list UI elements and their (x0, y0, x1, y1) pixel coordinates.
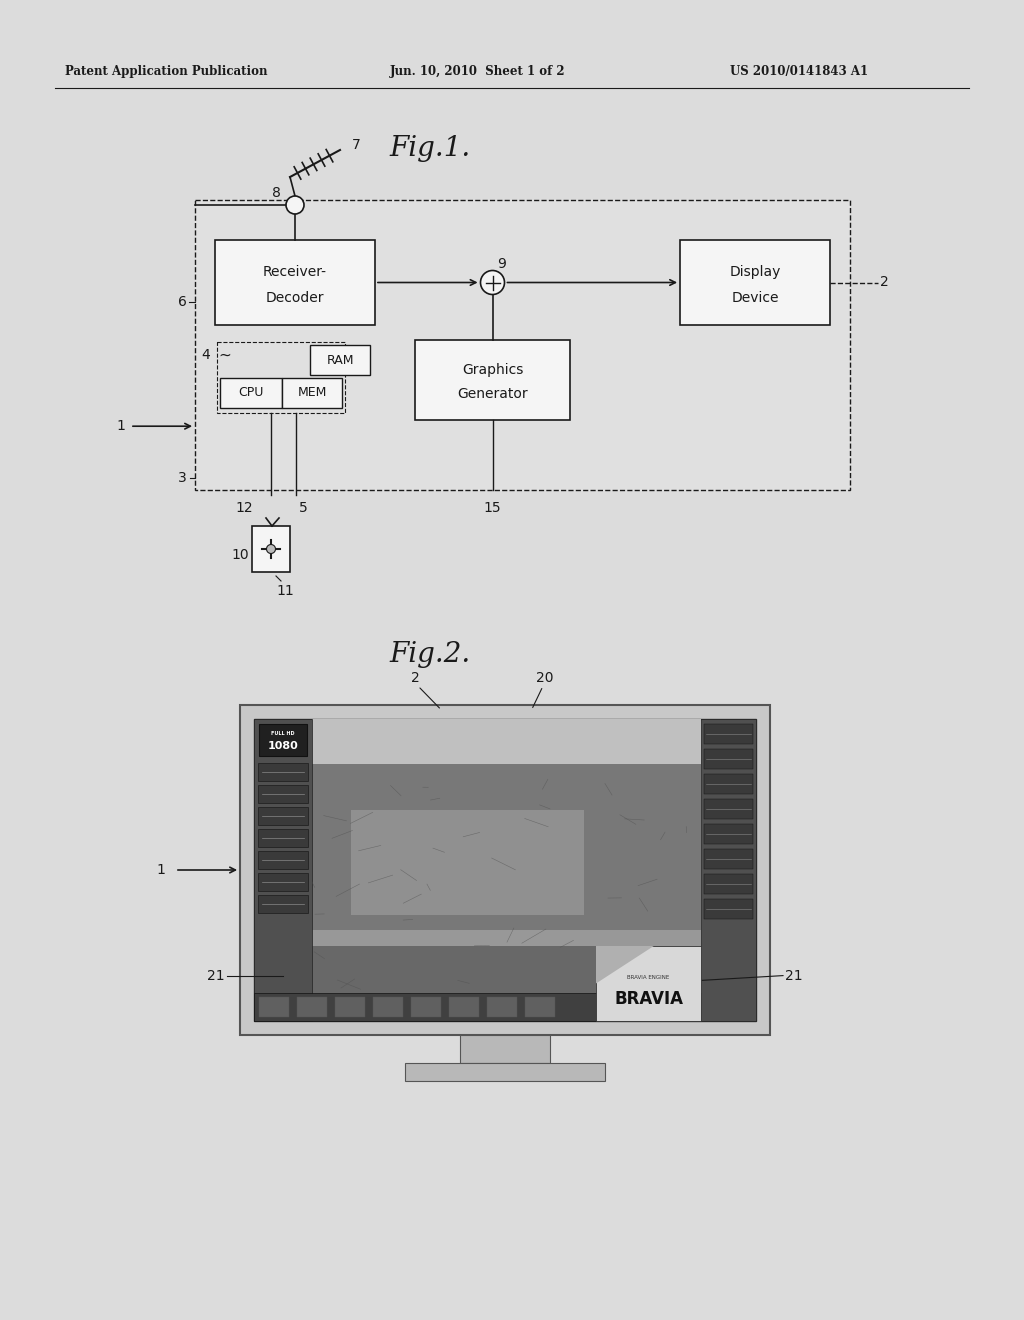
Bar (460, 1035, 550, 1063)
Bar (258, 873, 308, 891)
Bar (705, 748, 753, 770)
Text: Display: Display (729, 265, 780, 280)
Text: 20: 20 (537, 671, 554, 685)
Bar (258, 807, 308, 825)
Text: 2: 2 (411, 671, 420, 685)
Bar (335, 997, 365, 1016)
Bar (195, 201, 850, 490)
Text: 21: 21 (785, 969, 803, 982)
Bar (252, 525, 290, 572)
Bar (258, 851, 308, 869)
Text: 4: 4 (202, 348, 210, 362)
Bar (259, 997, 289, 1016)
Bar (217, 342, 345, 413)
Bar (411, 997, 441, 1016)
Text: Fig.2.: Fig.2. (389, 642, 471, 668)
Text: Receiver-: Receiver- (263, 265, 327, 280)
Bar (312, 719, 701, 855)
Text: 9: 9 (498, 257, 507, 272)
Bar (705, 723, 753, 744)
Text: ~: ~ (218, 347, 230, 363)
Bar (705, 874, 753, 894)
Bar (310, 345, 370, 375)
Bar (240, 705, 770, 1035)
Bar (258, 829, 308, 847)
Polygon shape (596, 946, 653, 983)
Text: MEM: MEM (297, 387, 327, 400)
Circle shape (266, 544, 275, 553)
Text: 1: 1 (116, 420, 125, 433)
Text: 1080: 1080 (267, 741, 298, 751)
Bar (215, 240, 375, 325)
Bar (258, 763, 308, 781)
Bar (254, 719, 756, 1020)
Bar (220, 378, 282, 408)
Text: FULL HD: FULL HD (271, 731, 295, 737)
Text: 2: 2 (880, 276, 889, 289)
Text: BRAVIA ENGINE: BRAVIA ENGINE (628, 975, 670, 979)
Text: Graphics: Graphics (462, 363, 523, 378)
Text: 21: 21 (208, 969, 225, 982)
Bar (596, 946, 701, 1020)
Bar (373, 997, 403, 1016)
Bar (680, 240, 830, 325)
Circle shape (480, 271, 505, 294)
Bar (351, 809, 585, 915)
Bar (282, 378, 342, 408)
Text: CPU: CPU (239, 387, 264, 400)
Text: US 2010/0141843 A1: US 2010/0141843 A1 (730, 66, 868, 78)
Bar (259, 723, 307, 756)
Text: 5: 5 (299, 502, 308, 515)
Text: 1: 1 (156, 863, 165, 876)
Bar (705, 849, 753, 869)
Bar (406, 1063, 605, 1081)
Bar (487, 997, 517, 1016)
Bar (415, 341, 570, 420)
Bar (705, 824, 753, 843)
Circle shape (286, 195, 304, 214)
Bar (701, 719, 756, 1020)
Text: Device: Device (731, 290, 778, 305)
Text: Generator: Generator (457, 387, 527, 401)
Bar (312, 764, 701, 931)
Bar (254, 993, 701, 1020)
Text: RAM: RAM (327, 354, 353, 367)
Text: Fig.1.: Fig.1. (389, 135, 471, 161)
Text: 3: 3 (178, 471, 187, 484)
Bar (312, 945, 701, 1020)
Text: 8: 8 (272, 186, 281, 201)
Bar (525, 997, 555, 1016)
Text: 12: 12 (236, 502, 253, 515)
Text: 11: 11 (276, 583, 294, 598)
Bar (297, 997, 327, 1016)
Bar (705, 899, 753, 919)
Bar (705, 774, 753, 795)
Text: Jun. 10, 2010  Sheet 1 of 2: Jun. 10, 2010 Sheet 1 of 2 (390, 66, 565, 78)
Text: 15: 15 (483, 502, 502, 515)
Text: Patent Application Publication: Patent Application Publication (65, 66, 267, 78)
Bar (312, 719, 701, 1020)
Bar (254, 719, 312, 1020)
Text: 10: 10 (231, 548, 249, 562)
Bar (705, 799, 753, 818)
Bar (449, 997, 479, 1016)
Bar (258, 785, 308, 803)
Text: Decoder: Decoder (266, 290, 325, 305)
Bar (258, 895, 308, 913)
Text: 6: 6 (178, 294, 187, 309)
Text: 7: 7 (352, 139, 360, 152)
Text: BRAVIA: BRAVIA (614, 990, 683, 1007)
